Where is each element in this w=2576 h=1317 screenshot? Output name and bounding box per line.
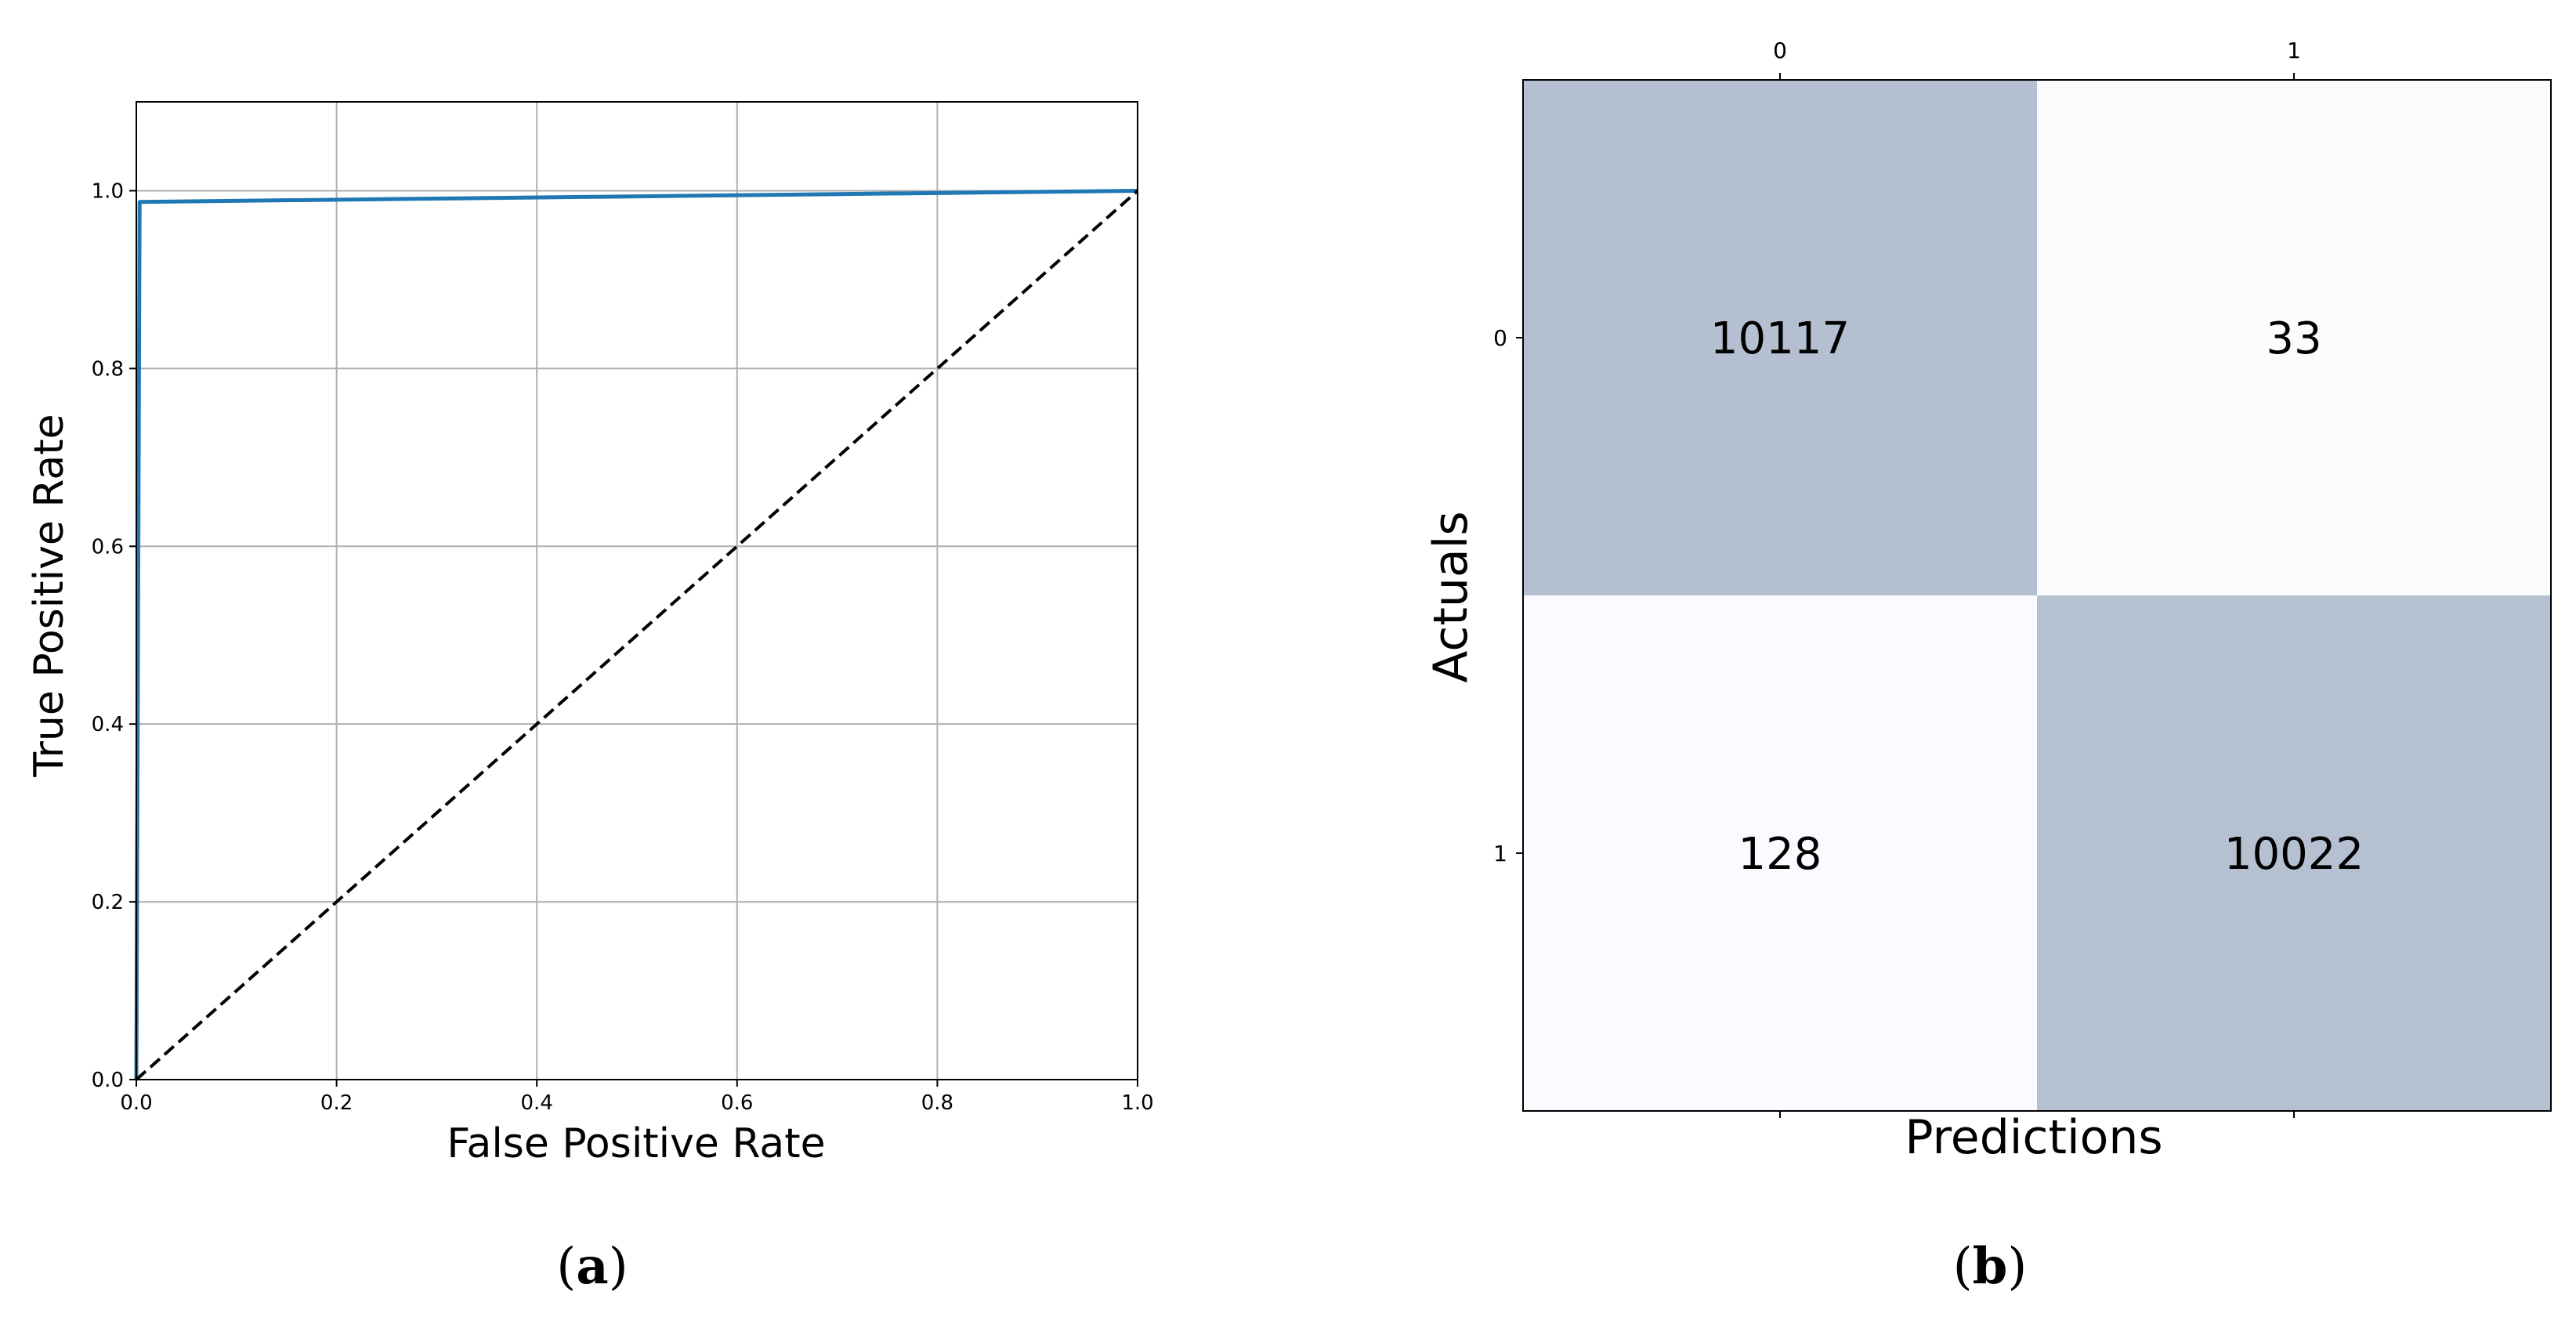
caption-b: (b) xyxy=(1953,1237,2028,1296)
roc-x-tick-label: 0.2 xyxy=(320,1091,353,1115)
roc-x-tick-label: 0.8 xyxy=(921,1091,953,1115)
roc-y-tick-label: 0.0 xyxy=(92,1069,124,1092)
caption-letter-a: a xyxy=(576,1237,608,1296)
roc-plot-frame xyxy=(136,102,1138,1080)
roc-chance-diagonal-line xyxy=(136,191,1138,1080)
roc-series xyxy=(136,191,1138,1080)
confusion-matrix-value-label: 10022 xyxy=(2224,829,2364,880)
roc-y-tick-label: 1.0 xyxy=(92,179,124,203)
roc-chart-panel: 0.0 0.2 0.4 0.6 0.8 1.0 0.0 0.2 0.4 0.6 0.8 1.0 Fal… xyxy=(26,102,1154,1296)
roc-x-tick-label: 0.6 xyxy=(721,1091,753,1115)
confusion-matrix-panel: 10117 33 128 10022 0 1 0 1 Predictions Actuals… xyxy=(1424,38,2551,1296)
roc-y-axis-label: True Positive Rate xyxy=(26,414,73,777)
confusion-matrix-value-label: 10117 xyxy=(1710,313,1850,364)
confusion-matrix-x-tick-label: 1 xyxy=(2287,38,2301,63)
roc-y-tick-label: 0.2 xyxy=(92,891,124,914)
roc-x-tick-label: 0.4 xyxy=(521,1091,553,1115)
confusion-matrix-x-axis-label: Predictions xyxy=(1905,1110,2162,1165)
roc-grid xyxy=(136,102,1138,1080)
confusion-matrix-y-tick-label: 0 xyxy=(1493,325,1507,351)
confusion-matrix-y-tick-label: 1 xyxy=(1493,841,1507,867)
confusion-matrix-value-label: 33 xyxy=(2266,313,2321,364)
confusion-matrix-cells: 10117 33 128 10022 xyxy=(1523,80,2551,1111)
roc-y-tick-label: 0.8 xyxy=(92,357,124,381)
confusion-matrix-y-axis-label: Actuals xyxy=(1424,511,1478,682)
roc-x-tick-label: 1.0 xyxy=(1121,1091,1153,1115)
confusion-matrix-value-label: 128 xyxy=(1738,829,1822,880)
roc-y-tick-label: 0.6 xyxy=(92,535,124,559)
caption-letter-b: b xyxy=(1973,1237,2008,1296)
caption-a: (a) xyxy=(556,1237,628,1296)
roc-x-tick-label: 0.0 xyxy=(120,1091,152,1115)
roc-y-tick-label: 0.4 xyxy=(92,713,124,736)
roc-x-axis-label: False Positive Rate xyxy=(447,1120,825,1167)
confusion-matrix-x-tick-label: 0 xyxy=(1773,38,1787,63)
